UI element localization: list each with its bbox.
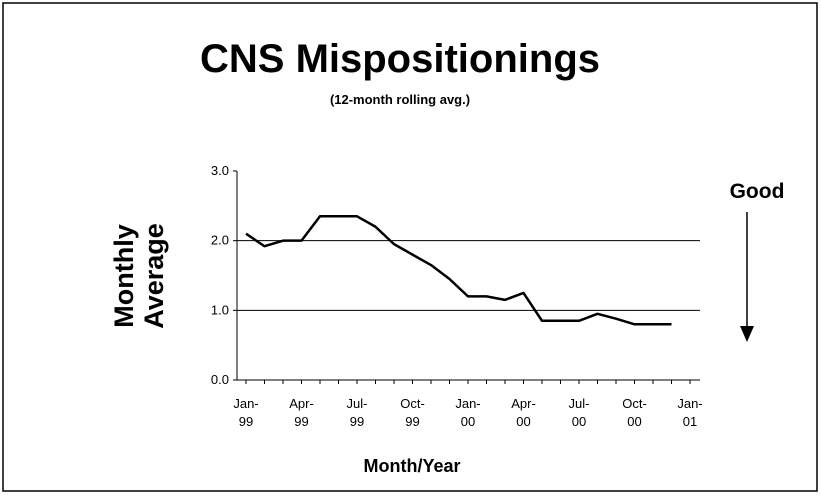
- x-tick-label: Oct-99: [400, 396, 425, 429]
- arrow-head: [740, 326, 754, 342]
- x-tick-label: Jul-99: [347, 396, 368, 429]
- chart-subtitle: (12-month rolling avg.): [330, 92, 470, 107]
- y-tick-label: 1.0: [211, 302, 229, 317]
- x-tick-label: Jul-00: [569, 396, 590, 429]
- y-axis-title: MonthlyAverage: [109, 223, 169, 329]
- chart-title: CNS Mispositionings: [200, 37, 600, 81]
- frame: [2, 2, 818, 492]
- data-line: [245, 215, 672, 326]
- y-tick-label: 2.0: [211, 233, 229, 248]
- x-tick-label: Apr-00: [511, 396, 536, 429]
- x-tick-label: Jan-01: [677, 396, 702, 429]
- y-tick-label: 0.0: [211, 372, 229, 387]
- annotation: Good: [730, 180, 785, 203]
- x-tick-label: Oct-00: [622, 396, 647, 429]
- x-tick-label: Apr-99: [289, 396, 314, 429]
- x-tick-label: Jan-00: [455, 396, 480, 429]
- x-axis-title: Month/Year: [363, 456, 460, 476]
- x-tick-label: Jan-99: [233, 396, 258, 429]
- y-tick-label: 3.0: [211, 163, 229, 178]
